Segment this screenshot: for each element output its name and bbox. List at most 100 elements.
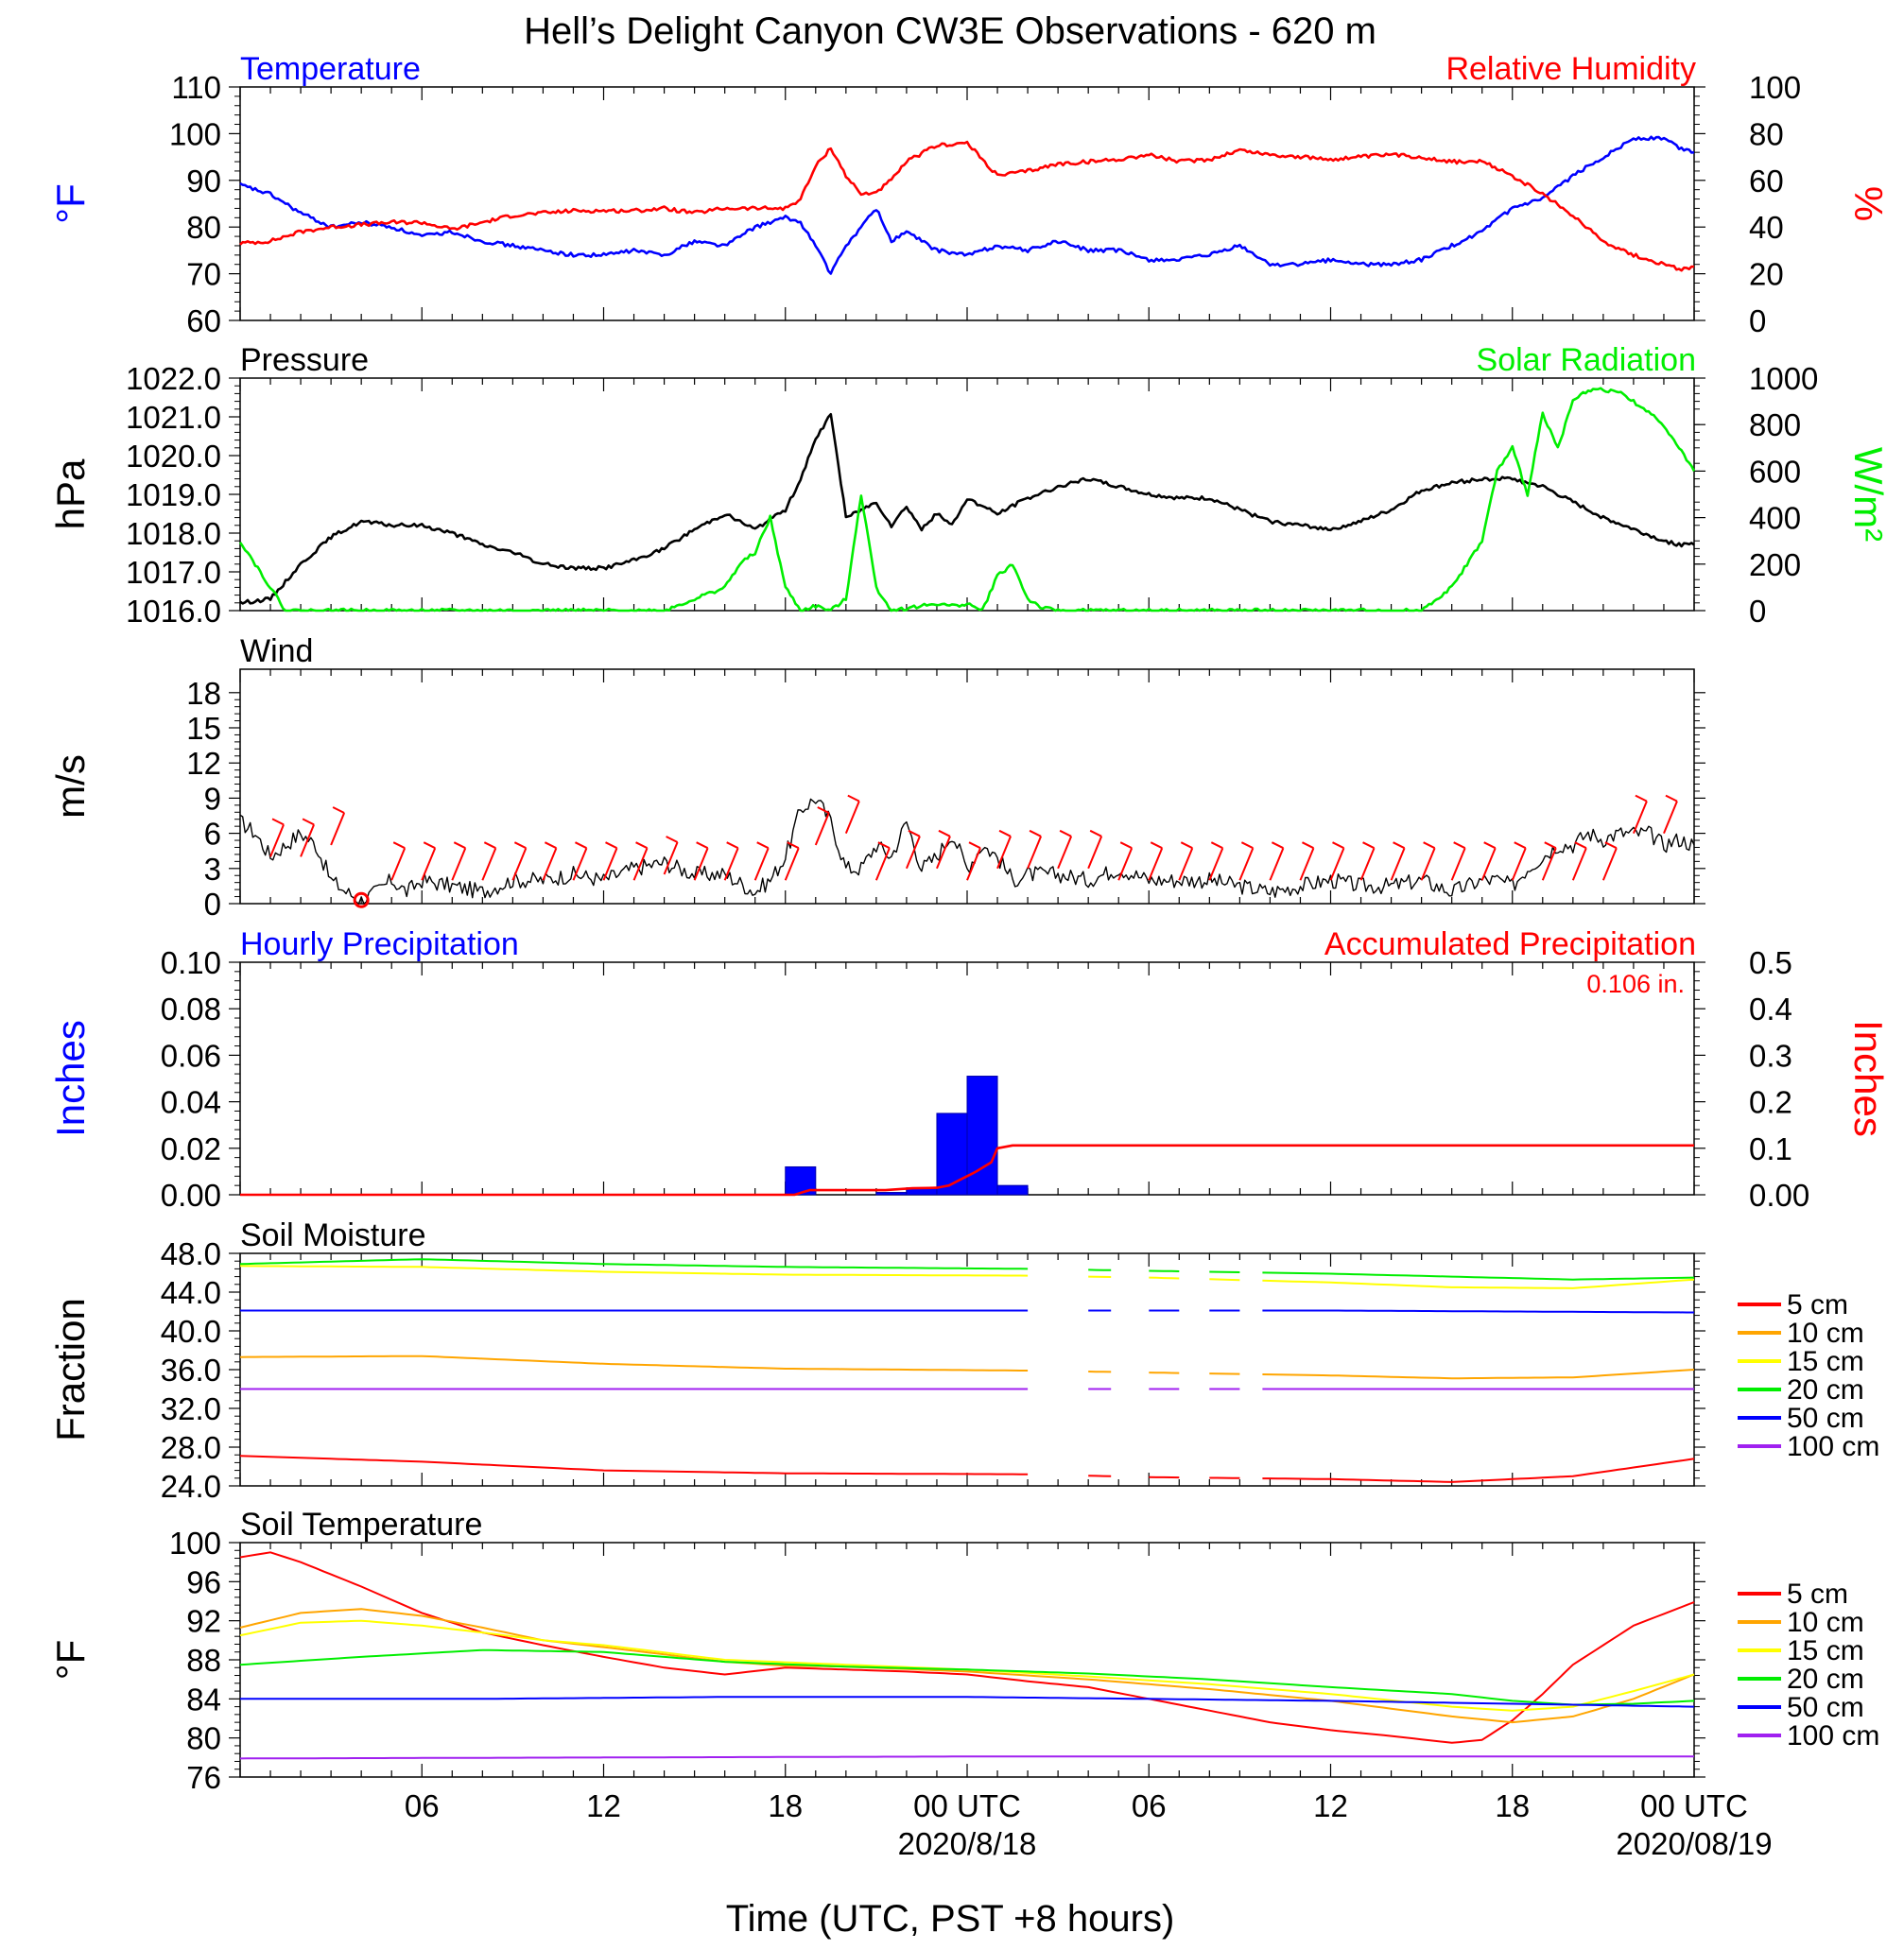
y-tick-label: 92 bbox=[186, 1604, 221, 1639]
wind-barb-flag bbox=[1454, 842, 1465, 848]
wind-barb-flag bbox=[1424, 842, 1435, 848]
wind-barb-flag bbox=[1484, 842, 1496, 848]
series-line-15-cm bbox=[1209, 1279, 1239, 1280]
wind-barb-flag bbox=[697, 842, 708, 848]
y-right-tick-label: 800 bbox=[1749, 407, 1801, 442]
legend-label: 100 cm bbox=[1787, 1431, 1879, 1462]
wind-barb-staff bbox=[482, 848, 495, 880]
y-tick-label: 28.0 bbox=[161, 1430, 221, 1465]
wind-barb-flag bbox=[1151, 842, 1162, 848]
wind-barb-staff bbox=[1209, 848, 1222, 880]
y-tick-label: 1019.0 bbox=[126, 477, 221, 512]
wind-barb-staff bbox=[1452, 848, 1465, 880]
wind-barb-flag bbox=[1393, 842, 1405, 848]
wind-barb-flag bbox=[969, 842, 980, 848]
x-tick-label: 00 UTC bbox=[913, 1788, 1021, 1823]
wind-barb-flag bbox=[272, 819, 284, 824]
y-axis-label-left: °F bbox=[48, 1640, 93, 1680]
series-line-50-cm bbox=[1262, 1311, 1694, 1313]
legend-label: 50 cm bbox=[1787, 1692, 1864, 1723]
legend-label: 50 cm bbox=[1787, 1403, 1864, 1434]
y-tick-label: 76 bbox=[186, 1760, 221, 1795]
y-right-tick-label: 600 bbox=[1749, 454, 1801, 489]
y-tick-label: 32.0 bbox=[161, 1391, 221, 1426]
wind-barb-flag bbox=[1363, 842, 1375, 848]
wind-barb-flag bbox=[666, 837, 678, 842]
x-tick-label: 18 bbox=[768, 1788, 803, 1823]
wind-barb-staff bbox=[452, 848, 465, 880]
y-tick-label: 90 bbox=[186, 164, 221, 198]
wind-barb bbox=[1028, 831, 1041, 869]
wind-barb bbox=[391, 842, 405, 880]
y-tick-label: 100 bbox=[169, 1526, 221, 1561]
wind-barb-flag bbox=[303, 819, 314, 824]
wind-barb-flag bbox=[939, 831, 950, 837]
wind-barb-staff bbox=[1149, 848, 1162, 880]
y-tick-label: 1021.0 bbox=[126, 400, 221, 435]
wind-barb-flag bbox=[636, 842, 648, 848]
x-tick-label: 06 bbox=[405, 1788, 440, 1823]
y-tick-label: 60 bbox=[186, 303, 221, 338]
wind-barb-staff bbox=[937, 837, 950, 869]
wind-barb bbox=[846, 796, 859, 834]
chart-title: Hell’s Delight Canyon CW3E Observations … bbox=[524, 10, 1376, 52]
series-line-5-cm bbox=[1262, 1458, 1694, 1482]
y-axis-label-left: °F bbox=[48, 183, 93, 223]
wind-barb-flag bbox=[1211, 842, 1222, 848]
legend-label: 5 cm bbox=[1787, 1289, 1848, 1320]
wind-barb bbox=[1513, 842, 1526, 880]
wind-barb bbox=[512, 842, 526, 880]
x-date-label: 2020/08/19 bbox=[1616, 1826, 1772, 1861]
wind-barb bbox=[1058, 831, 1071, 869]
wind-barb-staff bbox=[1482, 848, 1496, 880]
y-tick-label: 0.08 bbox=[161, 992, 221, 1027]
wind-barb-staff bbox=[512, 848, 526, 880]
series-line-10-cm bbox=[1262, 1370, 1694, 1378]
y-axis-label-right: Inches bbox=[1846, 1020, 1891, 1137]
series-line-pressure bbox=[240, 414, 1694, 603]
x-date-label: 2020/8/18 bbox=[898, 1826, 1037, 1861]
y-right-tick-label: 0.2 bbox=[1749, 1085, 1792, 1120]
wind-barb-staff bbox=[1634, 802, 1647, 834]
panel-title-left: Wind bbox=[240, 633, 313, 669]
precip-bar bbox=[967, 1077, 997, 1195]
y-axis-label-left: hPa bbox=[48, 458, 93, 529]
wind-barb-flag bbox=[545, 842, 556, 848]
wind-barb-staff bbox=[1270, 848, 1283, 880]
wind-barb bbox=[967, 842, 980, 880]
y-tick-label: 18 bbox=[186, 676, 221, 711]
series-line-10-cm bbox=[1209, 1373, 1239, 1374]
wind-barb-staff bbox=[1058, 837, 1071, 869]
wind-barb bbox=[331, 807, 344, 845]
wind-barb bbox=[695, 842, 708, 880]
y-right-tick-label: 200 bbox=[1749, 547, 1801, 582]
wind-barb bbox=[1331, 842, 1344, 880]
wind-barb-flag bbox=[1302, 842, 1313, 848]
wind-barb bbox=[665, 837, 678, 874]
y-axis-label-left: Fraction bbox=[48, 1298, 93, 1441]
precip-bar bbox=[876, 1193, 907, 1195]
wind-barb bbox=[1543, 842, 1556, 880]
panel-title-left: Temperature bbox=[240, 51, 421, 87]
series-line-10-cm bbox=[1149, 1372, 1179, 1373]
panel-frame bbox=[240, 378, 1694, 611]
wind-barb-flag bbox=[514, 842, 526, 848]
wind-barb-staff bbox=[1300, 848, 1313, 880]
legend-label: 20 cm bbox=[1787, 1664, 1864, 1695]
series-line-relative-humidity bbox=[240, 142, 1694, 270]
x-tick-label: 12 bbox=[586, 1788, 621, 1823]
wind-barb-flag bbox=[1636, 796, 1647, 802]
wind-barb bbox=[1209, 842, 1222, 880]
wind-barb bbox=[725, 842, 738, 880]
wind-barb-staff bbox=[1603, 848, 1617, 880]
series-line-15-cm bbox=[1149, 1278, 1179, 1279]
wind-barb bbox=[1634, 796, 1647, 834]
wind-barb-staff bbox=[1543, 848, 1556, 880]
wind-barb bbox=[1088, 831, 1101, 869]
wind-barb bbox=[1452, 842, 1465, 880]
wind-barb-flag bbox=[1060, 831, 1071, 837]
y-tick-label: 0.06 bbox=[161, 1038, 221, 1073]
wind-barb-staff bbox=[391, 848, 405, 880]
wind-barb bbox=[755, 842, 769, 880]
